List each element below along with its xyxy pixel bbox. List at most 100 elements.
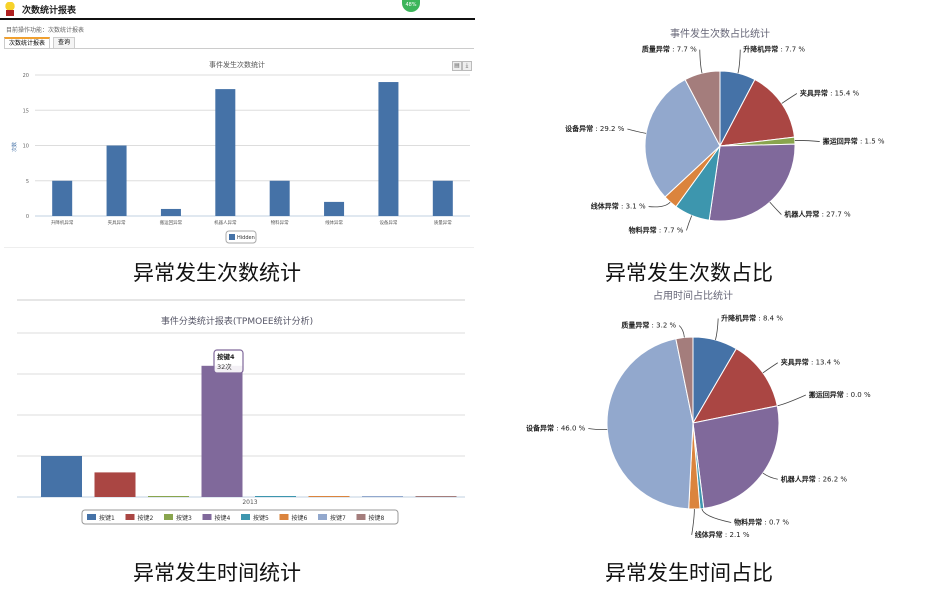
slice-label: 夹具异常 : 15.4 % [800,89,860,98]
legend-swatch [241,514,250,520]
pie-slice [606,338,694,510]
slice-label-percent: : 13.4 % [809,359,841,367]
slice-label-name: 设备异常 [526,424,554,433]
legend-label: 按键7 [330,514,346,522]
pie-slice [692,405,780,509]
slice-label: 机器人异常 : 27.7 % [784,210,851,219]
x-tick-label: 质量异常 [434,219,452,226]
print-icon[interactable]: ▤ [452,61,462,71]
bar [148,496,189,497]
slice-label-name: 质量异常 [621,321,649,330]
tab-query[interactable]: 查询 [53,37,76,48]
label-connector [686,215,693,231]
label-connector [678,325,685,338]
slice-label-name: 搬运回异常 [823,137,858,146]
tab-count-report[interactable]: 次数统计报表 [4,37,51,49]
x-tick-label: 升降机异常 [51,219,74,226]
legend-label: 按键6 [292,514,308,522]
label-connector [627,128,647,134]
slice-label-percent: : 8.4 % [756,314,783,322]
x-tick-label: 搬运回异常 [160,219,183,226]
bar [160,208,181,216]
chart-title: 事件发生次数统计 [209,60,265,69]
legend-swatch [125,514,135,520]
panel-bottom-border [4,247,474,248]
download-icon[interactable]: ⤓ [462,61,472,71]
chart-title: 事件发生次数占比统计 [670,27,770,40]
slice-label: 搬运回异常 : 1.5 % [823,137,885,146]
bar [94,472,136,497]
slice-label-name: 升降机异常 [721,313,756,322]
legend-label: 按键4 [215,514,231,522]
bar [41,456,82,497]
slice-label-name: 线体异常 [695,530,723,539]
slice-label: 物料异常 : 0.7 % [734,517,789,526]
label-connector [794,140,820,142]
slice-label: 线体异常 : 3.1 % [591,202,646,211]
slice-label: 升降机异常 : 7.7 % [743,45,805,54]
tab-divider [4,48,474,49]
legend-label: 按键3 [176,514,192,522]
x-tick-label: 夹具异常 [108,219,126,226]
label-connector [737,49,741,74]
slice-label: 夹具异常 : 13.4 % [781,358,841,367]
tab-bar: 次数统计报表 查询 [4,37,76,49]
x-tick-label: 机器人异常 [214,219,237,226]
y-tick-label: 15 [23,108,29,114]
label-connector [781,93,798,104]
slice-label-name: 物料异常 [629,225,657,234]
slice-label-name: 线体异常 [591,202,619,211]
label-connector [701,508,732,523]
slice-label-percent: : 46.0 % [554,425,586,433]
bar [215,89,236,216]
slice-label-percent: : 2.1 % [723,531,750,539]
slice-label-percent: : 7.7 % [670,46,697,54]
slice-label: 设备异常 : 29.2 % [565,124,625,133]
slice-label-percent: : 3.1 % [619,203,646,211]
legend-box [81,509,399,525]
chart-title: 事件分类统计报表(TPMOEE统计分析) [161,315,313,327]
legend-label: Hidden [237,235,255,241]
slice-label-name: 夹具异常 [781,358,809,367]
bar [324,201,345,216]
y-axis-label: 次数 [11,142,18,152]
caption-count-ratio: 异常发生次数占比 [605,261,773,285]
label-connector [715,318,719,341]
caption-time-stats: 异常发生时间统计 [133,561,301,585]
slice-label-name: 升降机异常 [743,45,778,54]
app-title: 次数统计报表 [22,6,77,16]
x-tick-label: 物料异常 [271,219,289,226]
bar [362,496,403,497]
slice-label-name: 设备异常 [565,124,593,133]
pie-slice [684,70,721,147]
slice-label-percent: : 7.7 % [778,46,805,54]
tooltip-box [213,349,244,374]
slice-label-name: 搬运回异常 [809,390,844,399]
slice-label-percent: : 1.5 % [858,138,885,146]
slice-label: 物料异常 : 7.7 % [629,225,684,234]
bar [255,496,296,497]
slice-label: 升降机异常 : 8.4 % [721,313,783,322]
tooltip-title: 按键4 [217,352,235,361]
x-tick-label: 设备异常 [379,219,397,226]
pie-slice [675,336,694,424]
slice-label: 搬运回异常 : 0.0 % [809,390,871,399]
y-tick-label: 5 [26,179,29,185]
breadcrumb: 目前操作功能：次数统计报表 [6,27,85,34]
label-connector [648,201,671,208]
slice-label-percent: : 29.2 % [593,125,625,133]
label-connector [762,472,778,480]
x-tick-label: 线体异常 [325,219,343,226]
legend-swatch [164,514,173,520]
slice-label-percent: : 3.2 % [649,322,676,330]
legend-swatch [356,514,366,520]
bar [308,496,350,497]
label-connector [777,394,806,407]
label-connector [588,428,608,431]
bar [378,82,399,216]
legend-label: 按键2 [138,514,154,522]
badge-percent: 48% [405,2,417,8]
